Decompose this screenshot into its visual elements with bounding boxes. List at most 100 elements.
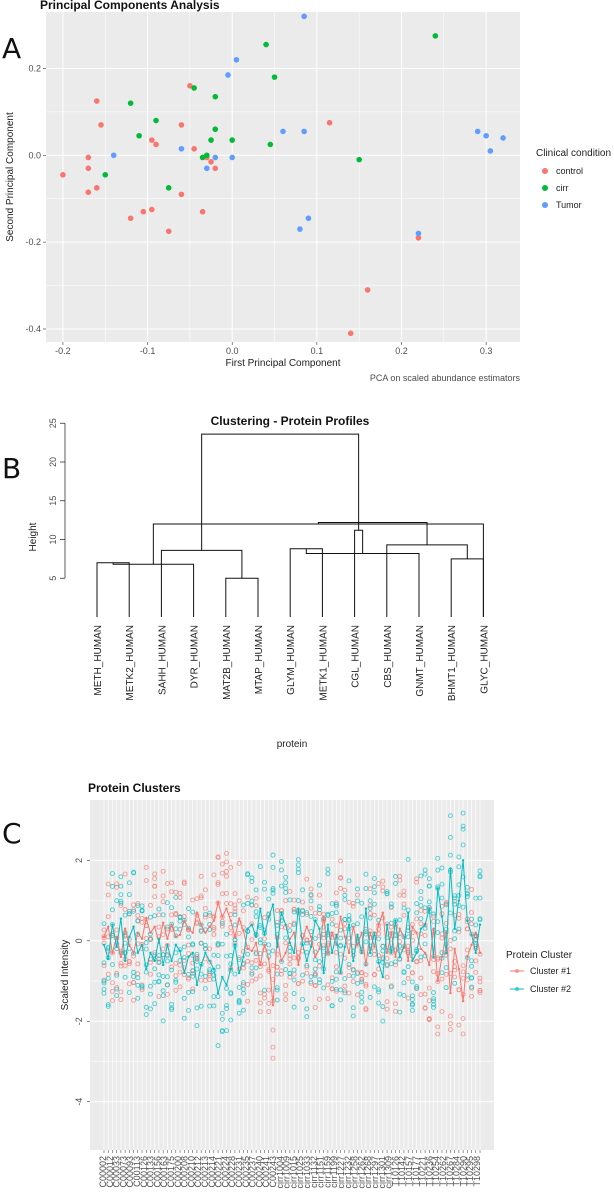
clusters-mean-point-1 — [107, 925, 110, 928]
clusters-dot-2 — [460, 904, 466, 910]
legend-label-cluster2: Cluster #2 — [530, 984, 571, 994]
clusters-mean-point-1 — [360, 931, 363, 934]
clusters-dot-1 — [405, 995, 411, 1001]
clusters-dot-2 — [300, 972, 306, 978]
clusters-mean-point-1 — [398, 927, 401, 930]
clusters-mean-point-1 — [368, 931, 372, 934]
pca-point-control — [93, 185, 100, 191]
clusters-mean-point-1 — [183, 919, 186, 922]
clusters-dot-2 — [278, 918, 284, 923]
clusters-dot-2 — [101, 960, 107, 966]
clusters-dot-2 — [469, 984, 475, 990]
clusters-mean-point-1 — [432, 927, 435, 930]
clusters-dot-2 — [270, 864, 276, 870]
dendrogram-leaf-label: CGL_HUMAN — [351, 625, 362, 688]
pca-point-control — [127, 215, 134, 222]
clusters-dot-1 — [253, 957, 259, 963]
clusters-dot-2 — [333, 903, 339, 909]
clusters-dot-1 — [418, 921, 424, 927]
clusters-dot-1 — [304, 938, 310, 943]
clusters-dot-2 — [287, 897, 293, 903]
clusters-dot-1 — [152, 894, 158, 900]
clusters-dot-2 — [317, 904, 322, 910]
clusters-dot-1 — [452, 974, 458, 980]
clusters-mean-point-2 — [204, 951, 207, 955]
clusters-dot-2 — [312, 949, 318, 955]
clusters-mean-point-1 — [305, 925, 308, 928]
clusters-dot-1 — [257, 1009, 263, 1015]
clusters-dot-1 — [114, 927, 120, 933]
clusters-dot-1 — [278, 968, 284, 974]
clusters-mean-point-2 — [432, 955, 435, 959]
clusters-dot-1 — [160, 893, 166, 899]
clusters-dot-2 — [308, 892, 314, 898]
clusters-dot-2 — [405, 950, 411, 956]
clusters-dot-1 — [317, 996, 322, 1002]
clusters-dot-2 — [126, 911, 132, 917]
clusters-dot-1 — [308, 886, 314, 892]
clusters-xtick-label: T10284 — [452, 1156, 462, 1187]
clusters-mean-point-2 — [364, 907, 368, 910]
clusters-dot-2 — [333, 969, 339, 975]
clusters-line-1 — [103, 900, 481, 1006]
clusters-dot-2 — [202, 946, 208, 952]
clusters-mean-point-2 — [288, 941, 292, 945]
clusters-dot-2 — [418, 873, 424, 879]
clusters-dot-1 — [118, 989, 124, 995]
clusters-dot-2 — [109, 907, 115, 913]
clusters-dot-1 — [359, 970, 365, 975]
clusters-dot-2 — [350, 973, 356, 979]
clusters-dot-2 — [101, 978, 107, 984]
clusters-dot-1 — [126, 981, 132, 987]
clusters-dot-1 — [198, 895, 204, 901]
clusters-dot-2 — [105, 944, 111, 950]
clusters-dot-1 — [245, 982, 251, 987]
clusters-dot-2 — [186, 934, 191, 940]
clusters-xtick-label: C00228 — [227, 1156, 237, 1188]
clusters-dot-1 — [393, 962, 398, 968]
clusters-mean-point-1 — [136, 931, 139, 934]
dendrogram-branch — [289, 548, 323, 617]
clusters-dot-1 — [198, 873, 204, 879]
clusters-dot-1 — [333, 890, 339, 896]
clusters-xtick-label: C00175 — [166, 1156, 176, 1188]
clusters-dot-1 — [135, 901, 141, 907]
clusters-dot-2 — [363, 871, 369, 877]
clusters-dot-2 — [215, 1043, 221, 1049]
dendrogram-branch — [305, 548, 420, 617]
clusters-dot-1 — [414, 876, 420, 882]
clusters-mean-point-1 — [267, 957, 270, 961]
pca-point-control — [85, 165, 92, 172]
pca-point-control — [187, 83, 193, 89]
pca-point-control — [208, 159, 214, 165]
clusters-dot-1 — [414, 959, 420, 965]
clusters-dot-2 — [397, 1009, 403, 1015]
pca-ytick-label: -0.4 — [25, 324, 41, 334]
clusters-dot-1 — [177, 962, 183, 968]
clusters-dot-2 — [224, 985, 229, 991]
clusters-dot-2 — [139, 983, 145, 989]
clusters-mean-point-2 — [246, 927, 249, 930]
clusters-dot-2 — [135, 918, 141, 924]
clusters-dot-2 — [173, 894, 179, 900]
clusters-dot-2 — [139, 908, 145, 914]
clusters-mean-point-1 — [470, 943, 473, 947]
clusters-dot-2 — [169, 967, 175, 973]
clusters-dot-2 — [169, 1001, 175, 1007]
clusters-dot-2 — [439, 970, 445, 976]
clusters-dot-2 — [135, 995, 141, 1001]
dendrogram-branch — [112, 562, 195, 617]
clusters-dot-1 — [346, 964, 352, 970]
clusters-dot-2 — [418, 889, 424, 895]
clusters-dot-1 — [380, 878, 386, 884]
clusters-mean-point-1 — [474, 931, 477, 934]
clusters-dot-1 — [338, 858, 344, 864]
clusters-dot-2 — [228, 991, 234, 997]
clusters-mean-point-1 — [381, 911, 385, 914]
clusters-dot-1 — [431, 969, 436, 975]
clusters-xtick-label: C00213 — [200, 1156, 210, 1188]
clusters-dot-2 — [367, 905, 373, 911]
clusters-dot-2 — [291, 977, 297, 983]
clusters-mean-point-2 — [216, 991, 220, 995]
pca-xlabel: First Principal Component — [225, 358, 340, 369]
